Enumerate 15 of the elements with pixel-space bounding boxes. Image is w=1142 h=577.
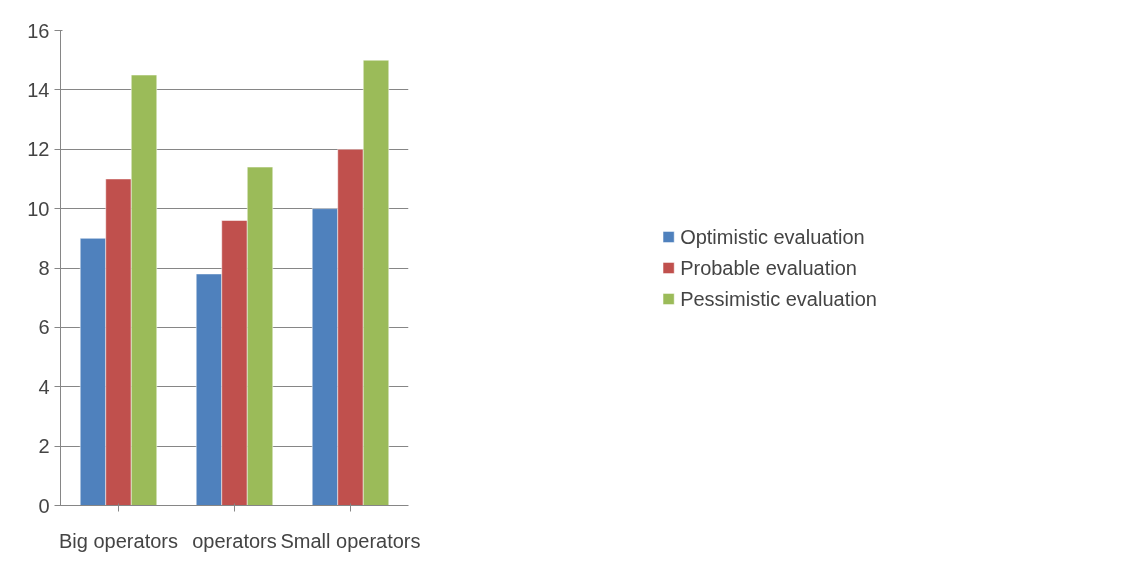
y-tick-label: 10: [27, 197, 50, 220]
x-tick-label: Small operators: [280, 529, 421, 552]
y-tick-label: 14: [27, 78, 50, 101]
legend-label: Pessimistic evaluation: [680, 287, 877, 310]
legend-label: Optimistic evaluation: [680, 225, 865, 248]
x-tick-label: Big operators: [59, 529, 178, 552]
y-tick-label: 8: [38, 257, 50, 279]
y-tick-label: 0: [38, 494, 50, 517]
y-tick-label: 12: [27, 138, 50, 161]
y-tick-label: 4: [38, 375, 50, 398]
x-tick-label: operators: [192, 529, 277, 552]
legend-label: Probable evaluation: [680, 256, 857, 279]
y-tick-label: 6: [38, 316, 50, 339]
y-tick-label: 16: [27, 19, 50, 42]
y-tick-label: 2: [38, 435, 50, 458]
